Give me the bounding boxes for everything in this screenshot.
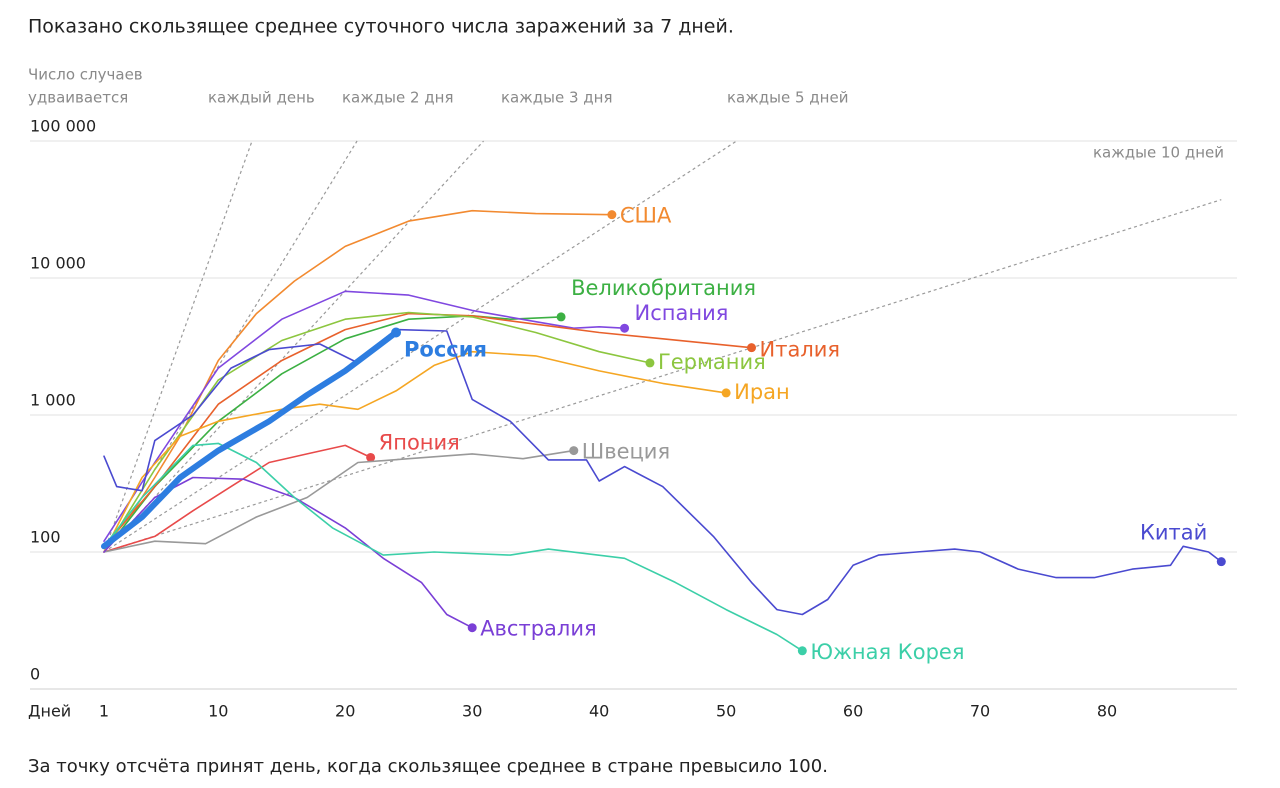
reference-label: каждые 10 дней	[1093, 144, 1224, 162]
x-tick-label: 1	[99, 702, 109, 721]
chart-note: За точку отсчёта принят день, когда скол…	[28, 756, 828, 777]
reference-line	[103, 199, 1222, 553]
end-point	[721, 388, 731, 398]
series-label: Китай	[1140, 521, 1207, 545]
series-line	[103, 311, 651, 553]
y-header: Число случаев	[28, 66, 143, 84]
reference-label: каждые 5 дней	[727, 89, 848, 107]
series-label: Германия	[658, 350, 766, 374]
series-label: Италия	[760, 338, 841, 362]
y-tick-label: 10 000	[30, 254, 86, 273]
y-tick-label: 1 000	[30, 391, 76, 410]
x-tick-label: 40	[589, 702, 609, 721]
end-point	[556, 312, 566, 322]
series-label: Великобритания	[571, 276, 756, 300]
series-label: Австралия	[480, 617, 596, 641]
end-point	[366, 452, 376, 462]
reference-label: каждые 2 дня	[342, 89, 454, 107]
y-tick-label: 100	[30, 528, 61, 547]
series-line	[103, 209, 613, 548]
series-line	[103, 350, 727, 553]
end-point	[797, 646, 807, 656]
end-point	[1216, 557, 1226, 567]
series-line	[103, 444, 372, 553]
series-label: США	[620, 204, 672, 228]
end-point	[391, 327, 402, 338]
chart-title: Показано скользящее среднее суточного чи…	[28, 16, 734, 38]
reference-line	[103, 140, 253, 553]
series-label: Иран	[734, 380, 790, 404]
reference-label: каждый день	[208, 89, 315, 107]
y-tick-label: 0	[30, 665, 40, 684]
x-axis-label: Дней	[28, 702, 71, 721]
end-point	[620, 323, 630, 333]
x-tick-label: 30	[462, 702, 482, 721]
end-point	[467, 623, 477, 633]
series-line	[103, 328, 1223, 616]
end-point	[607, 210, 617, 220]
x-tick-label: 80	[1097, 702, 1117, 721]
series-label: Россия	[404, 338, 487, 362]
x-tick-label: 50	[716, 702, 736, 721]
end-point	[569, 446, 579, 456]
series-label: Швеция	[582, 440, 670, 464]
series-line	[103, 312, 753, 548]
y-header: удваивается	[28, 89, 128, 107]
x-tick-label: 10	[208, 702, 228, 721]
end-point	[747, 343, 757, 353]
y-tick-label: 100 000	[30, 117, 96, 136]
series-line	[103, 315, 562, 553]
series-label: Испания	[635, 301, 729, 325]
x-tick-label: 70	[970, 702, 990, 721]
x-tick-label: 20	[335, 702, 355, 721]
series-label: Япония	[379, 430, 460, 454]
series-line	[103, 449, 575, 553]
reference-label: каждые 3 дня	[501, 89, 613, 107]
end-point	[645, 358, 655, 368]
series-line	[103, 442, 804, 652]
x-tick-label: 60	[843, 702, 863, 721]
series-label: Южная Корея	[810, 640, 964, 664]
series-line	[103, 290, 626, 542]
series-line	[101, 329, 399, 550]
